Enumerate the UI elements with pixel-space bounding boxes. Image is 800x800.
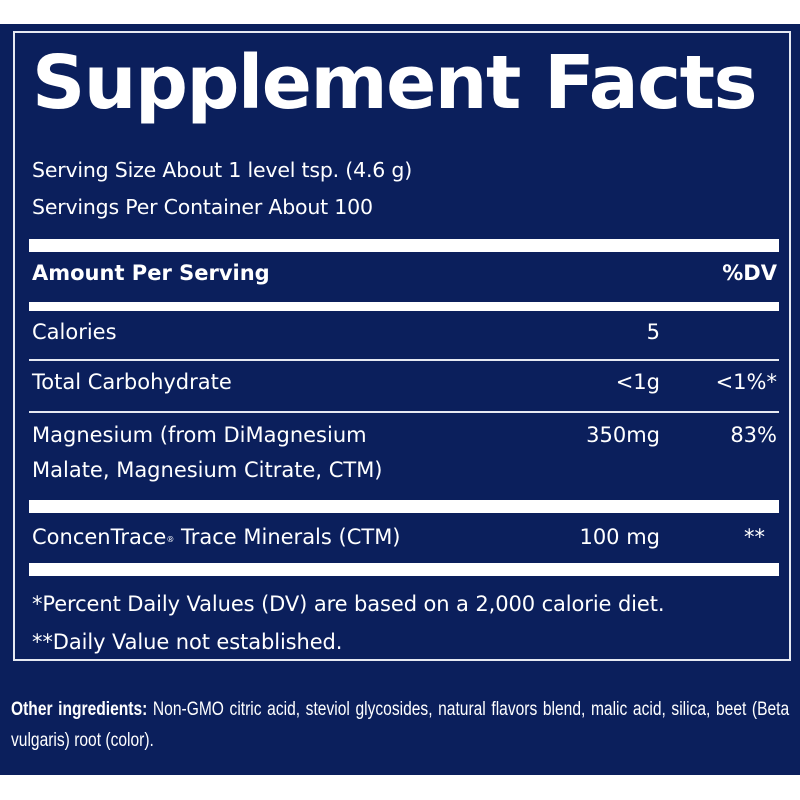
serving-size: Serving Size About 1 level tsp. (4.6 g) [32,158,413,182]
supplement-label-panel [0,24,800,775]
other-ingredients-text: Non-GMO citric acid, steviol glycosides,… [11,699,794,751]
amount-per-serving-header: Amount Per Serving [32,261,270,285]
servings-per-container: Servings Per Container About 100 [32,195,373,219]
nutrient-dv: ** [744,525,765,549]
nutrient-dv: <1%* [715,370,777,394]
medium-divider [29,302,779,311]
dv-header: %DV [722,261,777,285]
nutrient-name-line1: Magnesium (from DiMagnesium [32,423,367,447]
nutrient-name: Calories [32,320,117,344]
nutrient-name: ConcenTrace® Trace Minerals (CTM) [32,522,401,552]
nutrient-amount: <1g [615,370,660,394]
ingredient-brand: ConcenTrace [32,525,167,549]
ingredient-rest: Trace Minerals (CTM) [174,525,401,549]
footnote-not-established: **Daily Value not established. [32,630,343,654]
other-ingredients: Other ingredients: Non-GMO citric acid, … [11,694,789,756]
label-title: Supplement Facts [32,40,758,126]
registered-mark: ® [166,535,175,544]
nutrient-name-line2: Malate, Magnesium Citrate, CTM) [32,458,383,482]
nutrient-amount: 350mg [586,423,660,447]
nutrient-amount: 100 mg [579,525,660,549]
nutrient-amount: 5 [646,320,660,344]
thick-divider [29,563,779,576]
other-ingredients-label: Other ingredients: [11,699,148,720]
footnote-dv: *Percent Daily Values (DV) are based on … [32,592,665,616]
thick-divider [29,500,779,513]
nutrient-name: Total Carbohydrate [32,370,232,394]
supplement-facts-box [13,31,791,661]
row-rule [29,359,779,361]
row-rule [29,411,779,413]
nutrient-dv: 83% [730,423,777,447]
thick-divider [29,239,779,252]
